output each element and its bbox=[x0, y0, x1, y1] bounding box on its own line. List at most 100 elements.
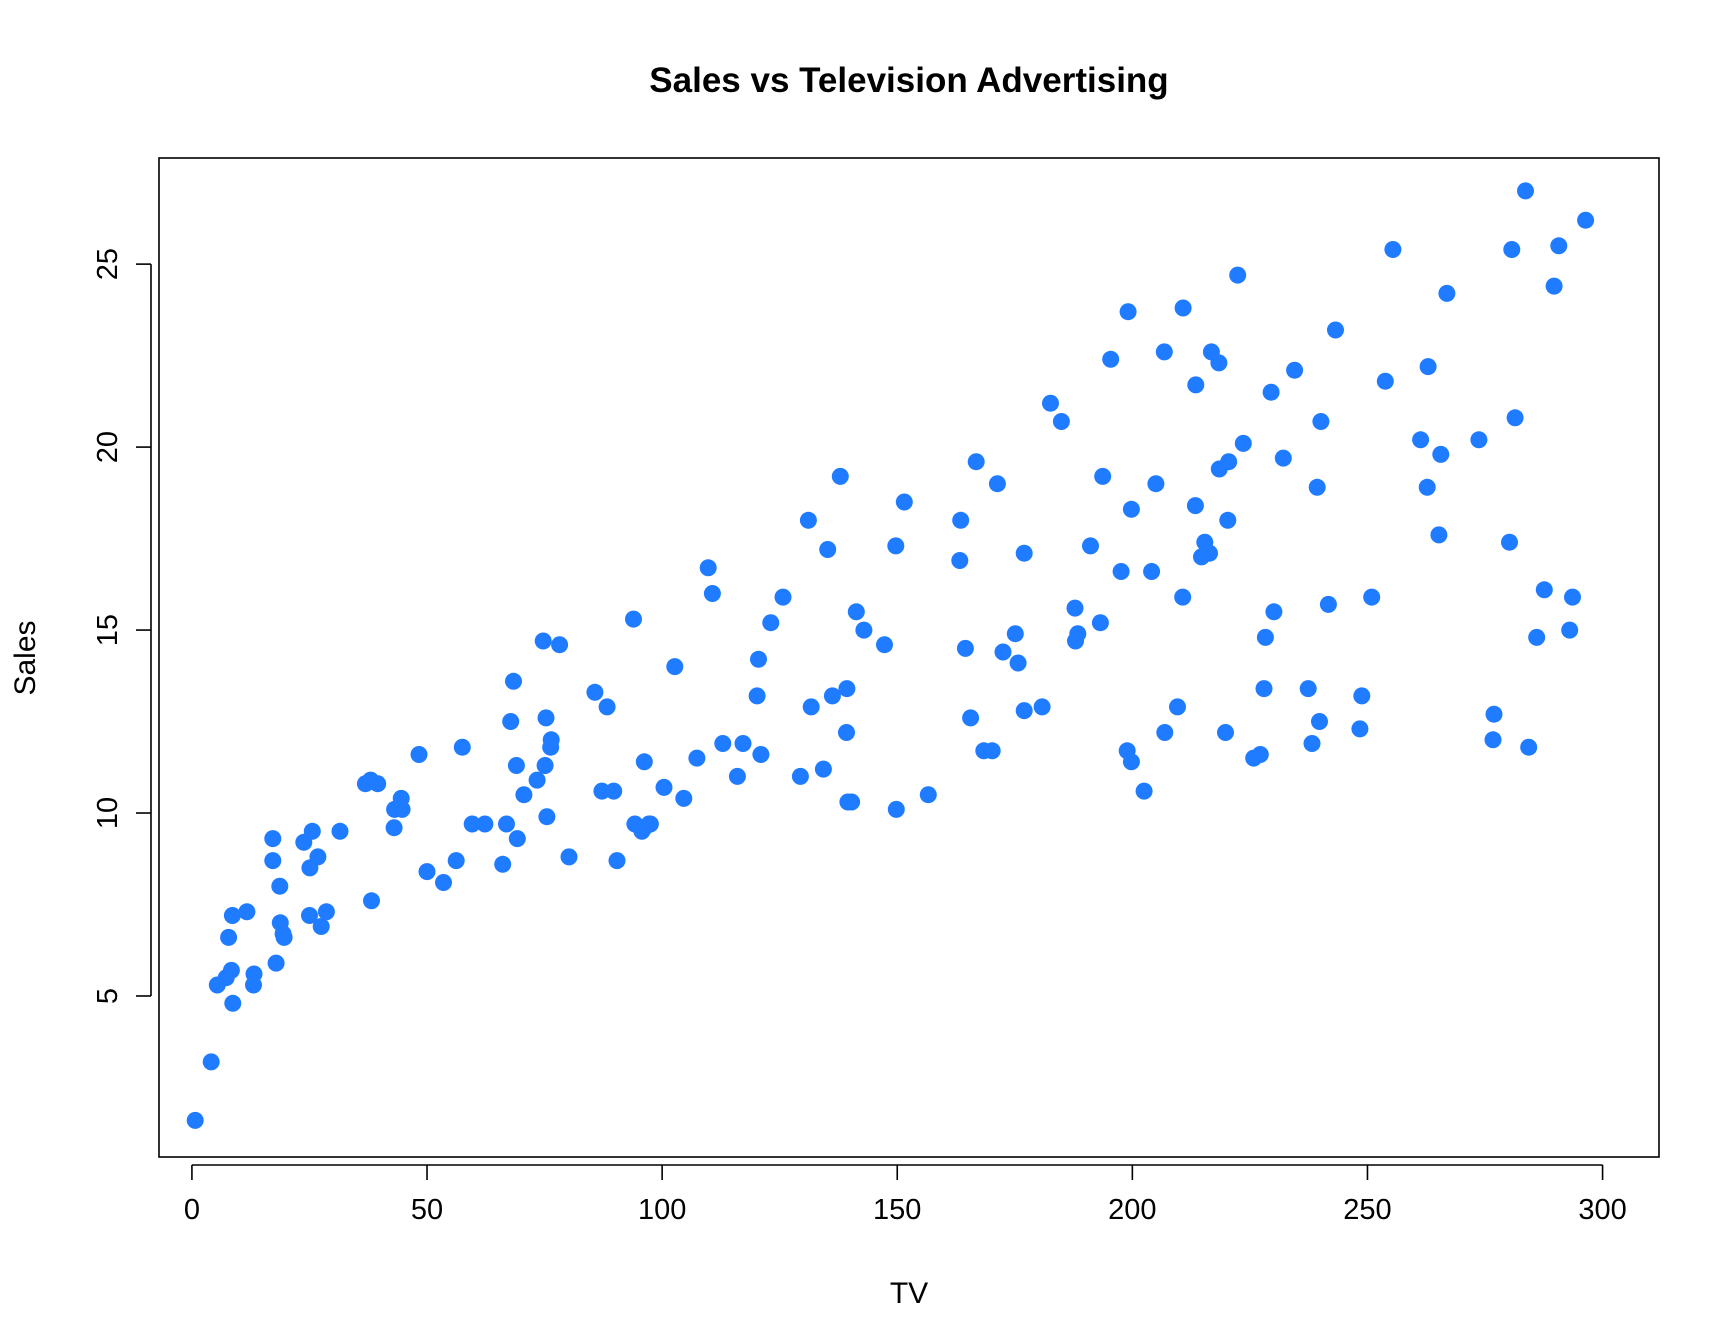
data-point bbox=[1217, 724, 1234, 741]
data-point bbox=[919, 786, 937, 804]
data-point bbox=[275, 928, 293, 946]
data-point bbox=[799, 511, 817, 529]
x-axis-label: TV bbox=[890, 1277, 928, 1310]
data-point bbox=[688, 749, 706, 767]
data-point bbox=[1119, 303, 1137, 321]
data-point bbox=[1484, 731, 1502, 749]
data-point bbox=[608, 852, 626, 870]
data-point bbox=[534, 632, 552, 650]
data-point bbox=[267, 954, 285, 972]
data-point bbox=[1009, 654, 1027, 672]
data-point bbox=[538, 808, 556, 826]
data-point bbox=[699, 559, 717, 577]
data-point bbox=[536, 757, 554, 774]
data-point bbox=[508, 830, 526, 848]
data-point bbox=[1102, 350, 1120, 368]
data-point bbox=[224, 994, 242, 1012]
data-point bbox=[507, 757, 525, 774]
data-point bbox=[369, 775, 387, 793]
data-point bbox=[752, 746, 770, 763]
data-point bbox=[838, 680, 856, 698]
data-point bbox=[303, 822, 321, 840]
chart-title: Sales vs Television Advertising bbox=[649, 61, 1168, 100]
data-point bbox=[1577, 211, 1595, 229]
data-point bbox=[186, 1111, 204, 1129]
data-point bbox=[1210, 354, 1228, 372]
data-point bbox=[1015, 702, 1033, 720]
data-point bbox=[1520, 738, 1538, 756]
y-tick-label: 25 bbox=[92, 248, 124, 280]
x-tick-label: 300 bbox=[1578, 1194, 1626, 1226]
data-point bbox=[728, 767, 746, 785]
data-point bbox=[476, 815, 494, 833]
data-point bbox=[887, 537, 905, 555]
data-point bbox=[1517, 182, 1534, 200]
data-point bbox=[1561, 621, 1579, 639]
data-point bbox=[838, 724, 855, 741]
data-point bbox=[498, 815, 515, 833]
data-point bbox=[635, 753, 653, 771]
data-point bbox=[1353, 687, 1371, 705]
data-point bbox=[1052, 413, 1070, 430]
data-point bbox=[1234, 434, 1252, 452]
data-point bbox=[593, 782, 611, 800]
data-point bbox=[876, 636, 893, 654]
data-point bbox=[463, 815, 481, 833]
data-point bbox=[1286, 361, 1304, 379]
data-point bbox=[655, 778, 673, 796]
y-tick-label: 5 bbox=[92, 988, 124, 1004]
data-point bbox=[223, 907, 241, 924]
data-point bbox=[435, 874, 452, 891]
data-point bbox=[1438, 284, 1456, 302]
data-point bbox=[447, 852, 465, 870]
data-point bbox=[1033, 698, 1051, 716]
data-point bbox=[317, 903, 335, 921]
y-tick-label: 20 bbox=[92, 431, 124, 463]
data-point bbox=[675, 789, 693, 807]
x-tick-label: 150 bbox=[873, 1194, 921, 1226]
data-point bbox=[1274, 449, 1292, 467]
data-point bbox=[1308, 478, 1326, 496]
data-point bbox=[847, 603, 865, 621]
data-point bbox=[245, 965, 263, 983]
data-point bbox=[1042, 394, 1059, 412]
data-point bbox=[301, 907, 318, 924]
data-point bbox=[202, 1053, 220, 1071]
data-point bbox=[542, 731, 560, 749]
data-point bbox=[1186, 497, 1204, 515]
data-point bbox=[762, 614, 780, 632]
data-point bbox=[831, 467, 849, 485]
data-point bbox=[855, 621, 873, 639]
data-point bbox=[1112, 563, 1130, 580]
data-point bbox=[988, 475, 1006, 493]
data-point bbox=[1430, 526, 1448, 544]
data-point bbox=[1265, 603, 1283, 621]
data-point bbox=[802, 698, 820, 716]
data-point bbox=[703, 585, 721, 602]
data-point bbox=[551, 636, 569, 654]
data-point bbox=[1545, 277, 1563, 295]
data-point bbox=[1432, 445, 1450, 463]
data-point bbox=[774, 588, 792, 606]
data-point bbox=[1550, 237, 1568, 255]
data-point bbox=[1535, 581, 1553, 599]
data-point bbox=[1412, 431, 1430, 449]
data-point bbox=[1419, 358, 1437, 376]
data-point bbox=[750, 650, 767, 668]
data-point bbox=[1220, 453, 1238, 471]
data-point bbox=[418, 863, 436, 881]
data-points bbox=[186, 182, 1595, 1129]
data-point bbox=[1091, 614, 1109, 632]
data-point bbox=[1470, 431, 1488, 449]
x-tick-label: 0 bbox=[184, 1194, 200, 1226]
x-tick-label: 250 bbox=[1343, 1194, 1391, 1226]
data-point bbox=[1174, 588, 1192, 606]
data-point bbox=[1311, 713, 1328, 730]
x-tick-label: 200 bbox=[1108, 1194, 1156, 1226]
data-point bbox=[363, 892, 380, 910]
data-point bbox=[819, 541, 837, 558]
data-point bbox=[1256, 628, 1274, 646]
data-point bbox=[1506, 409, 1524, 427]
